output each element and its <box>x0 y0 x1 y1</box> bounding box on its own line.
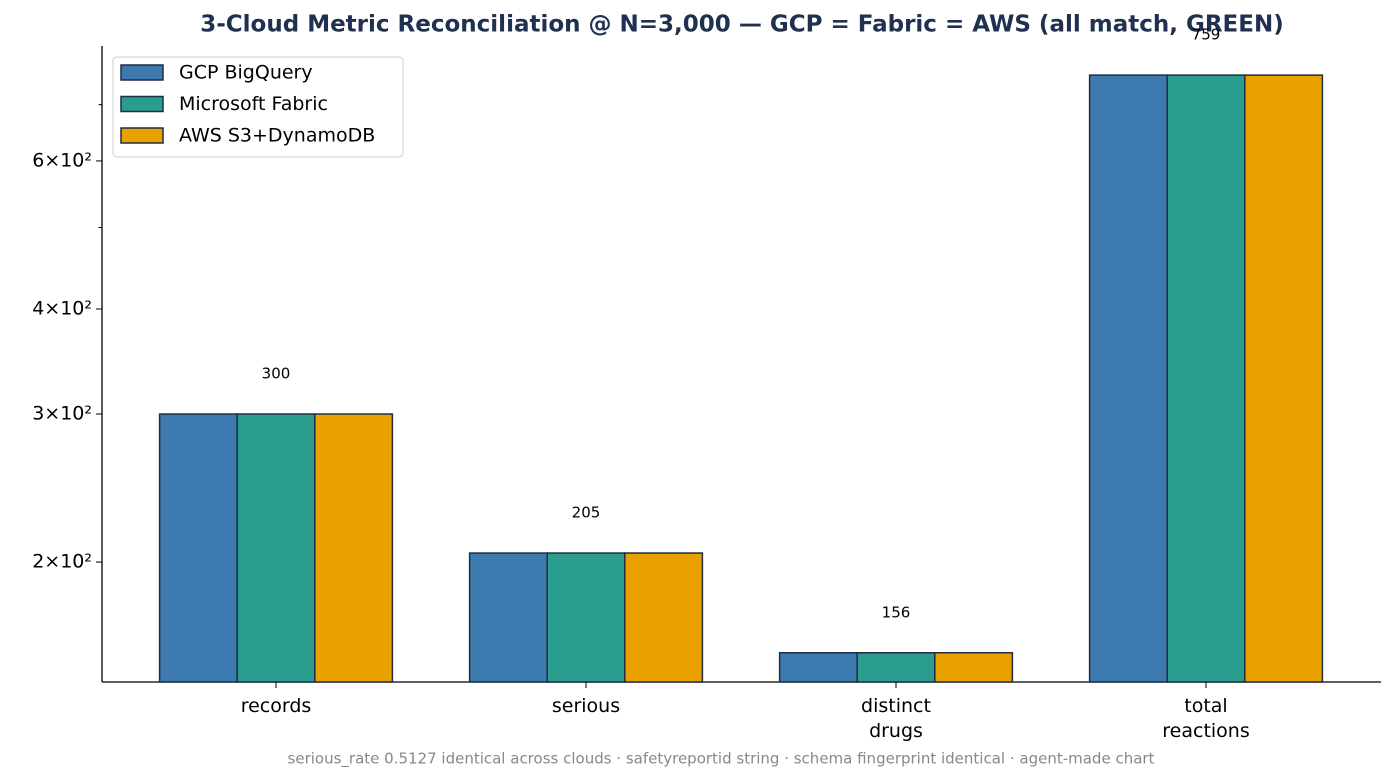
y-tick-label: 6×10² <box>32 149 92 171</box>
value-label: 300 <box>262 365 291 383</box>
bar <box>778 652 858 683</box>
x-tick-label: total reactions <box>1162 695 1250 742</box>
bar <box>314 413 394 683</box>
bar <box>236 413 316 683</box>
bar <box>468 552 548 683</box>
bar <box>158 413 238 683</box>
value-label: 759 <box>1192 26 1221 44</box>
bar <box>624 552 704 683</box>
legend-swatch <box>120 64 164 81</box>
bar <box>1166 74 1246 683</box>
value-label: 156 <box>882 603 911 621</box>
legend-swatch <box>120 95 164 113</box>
legend-label: Microsoft Fabric <box>179 93 328 115</box>
legend-label: AWS S3+DynamoDB <box>179 125 375 147</box>
y-tick-label: 2×10² <box>32 551 92 573</box>
bar <box>546 552 626 683</box>
legend-swatch <box>120 127 164 144</box>
bar <box>934 652 1014 683</box>
y-tick-label: 4×10² <box>32 297 92 319</box>
chart-title: 3-Cloud Metric Reconciliation @ N=3,000 … <box>200 12 1284 38</box>
y-tick-label: 3×10² <box>32 403 92 425</box>
x-tick-label: records <box>240 695 312 717</box>
value-label: 205 <box>572 504 601 522</box>
legend-label: GCP BigQuery <box>179 62 313 84</box>
footnote: serious_rate 0.5127 identical across clo… <box>288 750 1155 769</box>
bar <box>1244 74 1324 683</box>
bar <box>1088 74 1168 683</box>
x-tick-label: serious <box>551 695 621 717</box>
x-tick-label: distinct drugs <box>861 695 931 742</box>
legend-box <box>112 56 404 158</box>
bar <box>856 652 936 683</box>
